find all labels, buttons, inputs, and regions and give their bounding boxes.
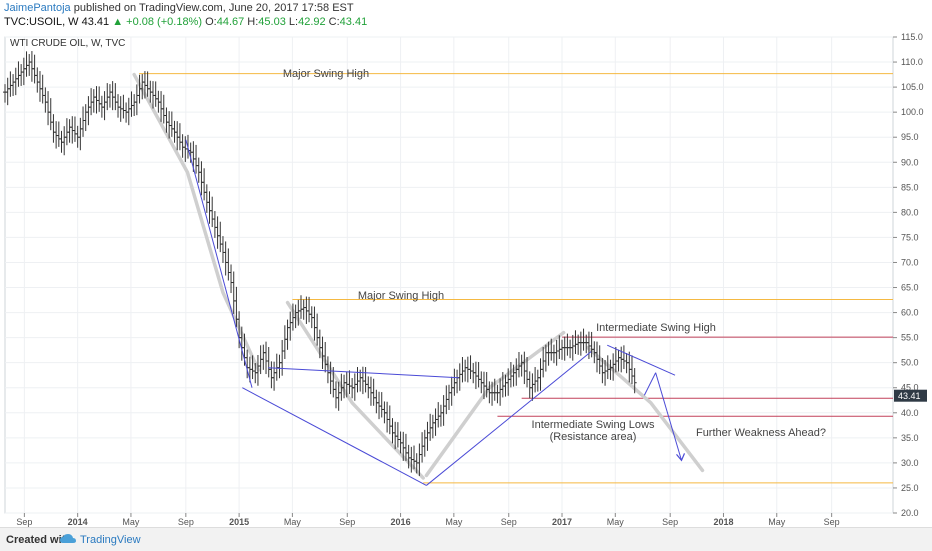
x-tick-label: 2018 bbox=[713, 517, 733, 527]
x-tick-label: May bbox=[445, 517, 463, 527]
open-value: 44.67 bbox=[216, 16, 245, 28]
y-tick-label: 60.0 bbox=[901, 308, 919, 318]
symbol-info: TVC:USOIL, W 43.41 ▲ +0.08 (+0.18%) O:44… bbox=[4, 16, 367, 28]
y-tick-label: 100.0 bbox=[901, 107, 924, 117]
chart-title: WTI CRUDE OIL, W, TVC bbox=[10, 38, 125, 49]
header: JaimePantoja published on TradingView.co… bbox=[0, 0, 932, 30]
plot-area[interactable] bbox=[4, 36, 894, 514]
major-swing-high-label-2: Major Swing High bbox=[358, 290, 444, 302]
low-value: 42.92 bbox=[298, 16, 326, 28]
y-tick-label: 70.0 bbox=[901, 257, 919, 267]
high-value: 45.03 bbox=[258, 16, 286, 28]
x-tick-label: 2017 bbox=[552, 517, 572, 527]
grid bbox=[5, 36, 893, 514]
last-price-tag bbox=[894, 389, 927, 402]
x-tick-label: 2016 bbox=[391, 517, 411, 527]
grey-trend-path bbox=[132, 72, 261, 372]
y-axis: 20.0 25.0 30.0 35.0 40.0 45.0 50.0 55.0 60.0 65.0… bbox=[893, 32, 924, 518]
x-tick-label: May bbox=[768, 517, 786, 527]
last-price: 43.41 bbox=[81, 16, 110, 28]
close-value: 43.41 bbox=[339, 16, 368, 28]
last-price-label: 43.41 bbox=[898, 391, 921, 401]
y-tick-label: 25.0 bbox=[901, 483, 919, 493]
x-tick-label: May bbox=[122, 517, 140, 527]
y-tick-label: 30.0 bbox=[901, 458, 919, 468]
tradingview-brand[interactable]: TradingView bbox=[80, 534, 141, 546]
annotations: Major Swing High Major Swing High Intermed… bbox=[283, 68, 826, 443]
further-weakness-label: Further Weakness Ahead? bbox=[696, 427, 826, 439]
x-tick-label: 2014 bbox=[68, 517, 88, 527]
footer: Created with TradingView bbox=[0, 527, 932, 551]
y-tick-label: 105.0 bbox=[901, 82, 924, 92]
y-tick-label: 115.0 bbox=[901, 32, 923, 42]
x-tick-label: Sep bbox=[501, 517, 517, 527]
price-series bbox=[3, 51, 637, 476]
y-tick-label: 90.0 bbox=[901, 157, 919, 167]
y-tick-label: 110.0 bbox=[901, 57, 923, 67]
y-tick-label: 85.0 bbox=[901, 182, 919, 192]
price-change: +0.08 (+0.18%) bbox=[126, 16, 203, 28]
x-axis: Sep 2014 May Sep 2015 May Sep 2016 May Sep 2017 May… bbox=[16, 513, 840, 527]
x-tick-label: Sep bbox=[339, 517, 355, 527]
y-tick-label: 80.0 bbox=[901, 207, 919, 217]
y-tick-label: 65.0 bbox=[901, 283, 919, 293]
intermediate-swing-lows-label: Intermediate Swing Lows bbox=[532, 419, 655, 431]
tradingview-cloud-icon bbox=[60, 534, 76, 543]
y-tick-label: 50.0 bbox=[901, 358, 919, 368]
x-tick-label: May bbox=[284, 517, 302, 527]
x-tick-label: Sep bbox=[662, 517, 678, 527]
symbol-name: TVC:USOIL, W bbox=[4, 16, 79, 28]
trend-line bbox=[268, 367, 459, 379]
grey-trend-path bbox=[285, 300, 425, 480]
high-label: H: bbox=[247, 16, 259, 28]
y-tick-label: 20.0 bbox=[901, 508, 919, 518]
arrow-head bbox=[676, 453, 686, 462]
trend-line bbox=[643, 372, 657, 396]
x-tick-label: Sep bbox=[178, 517, 194, 527]
author-link[interactable]: JaimePantoja bbox=[4, 2, 71, 14]
trend-lines bbox=[185, 139, 686, 486]
trend-line bbox=[242, 387, 427, 486]
level-lines bbox=[139, 73, 893, 484]
price-chart[interactable]: WTI CRUDE OIL, W, TVC 20.0 25.0 30.0 35.0 40… bbox=[0, 30, 932, 527]
intermediate-swing-high-label: Intermediate Swing High bbox=[596, 322, 716, 334]
trend-line bbox=[655, 372, 682, 461]
y-tick-label: 95.0 bbox=[901, 132, 919, 142]
close-label: C: bbox=[328, 16, 340, 28]
y-tick-label: 45.0 bbox=[901, 383, 919, 393]
open-label: O: bbox=[205, 16, 217, 28]
x-tick-label: May bbox=[607, 517, 625, 527]
trend-line bbox=[426, 351, 592, 486]
y-tick-label: 75.0 bbox=[901, 232, 919, 242]
y-tick-label: 55.0 bbox=[901, 333, 919, 343]
trend-line bbox=[185, 139, 253, 388]
grey-trend-path bbox=[586, 345, 705, 473]
last-price-marker: 43.41 bbox=[894, 389, 927, 402]
y-tick-label: 40.0 bbox=[901, 408, 919, 418]
x-tick-label: Sep bbox=[824, 517, 840, 527]
y-tick-label: 35.0 bbox=[901, 433, 919, 443]
x-tick-label: Sep bbox=[16, 517, 32, 527]
resistance-area-label: (Resistance area) bbox=[550, 431, 637, 443]
publish-info: JaimePantoja published on TradingView.co… bbox=[4, 2, 354, 14]
created-with-text: Created with bbox=[6, 534, 73, 546]
grey-trend-paths bbox=[132, 72, 705, 480]
low-label: L: bbox=[288, 16, 299, 28]
triangle-up-icon: ▲ bbox=[112, 16, 124, 28]
published-text: published on TradingView.com, June 20, 2… bbox=[73, 2, 354, 14]
x-tick-label: 2015 bbox=[229, 517, 249, 527]
major-swing-high-label: Major Swing High bbox=[283, 68, 369, 80]
trend-line bbox=[607, 344, 676, 376]
